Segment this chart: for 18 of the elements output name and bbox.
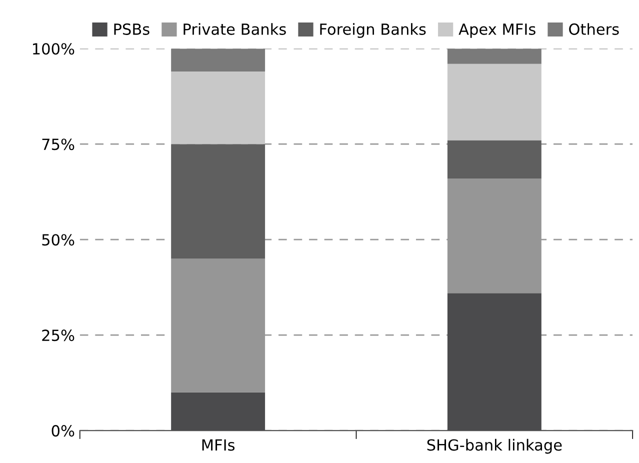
legend-label: Foreign Banks (320, 23, 426, 38)
legend-label: PSBs (114, 23, 150, 35)
x-tick-label: MFIs (202, 439, 235, 451)
y-tick-label: 100% (33, 43, 74, 55)
y-tick-label: 50% (42, 234, 74, 246)
y-tick-label: 0% (52, 425, 74, 437)
y-tick-label: 75% (42, 138, 74, 150)
bar (171, 72, 266, 144)
bar (447, 64, 542, 140)
legend-label: Private Banks (184, 23, 286, 35)
bar (171, 48, 266, 72)
bar (171, 144, 266, 259)
x-tick-label: SHG-bank linkage (427, 438, 562, 454)
y-tick-label: 25% (42, 330, 74, 342)
bar (447, 48, 542, 64)
legend-label: Others (569, 23, 619, 35)
bar (447, 140, 542, 178)
legend-label: Apex MFIs (458, 24, 536, 38)
